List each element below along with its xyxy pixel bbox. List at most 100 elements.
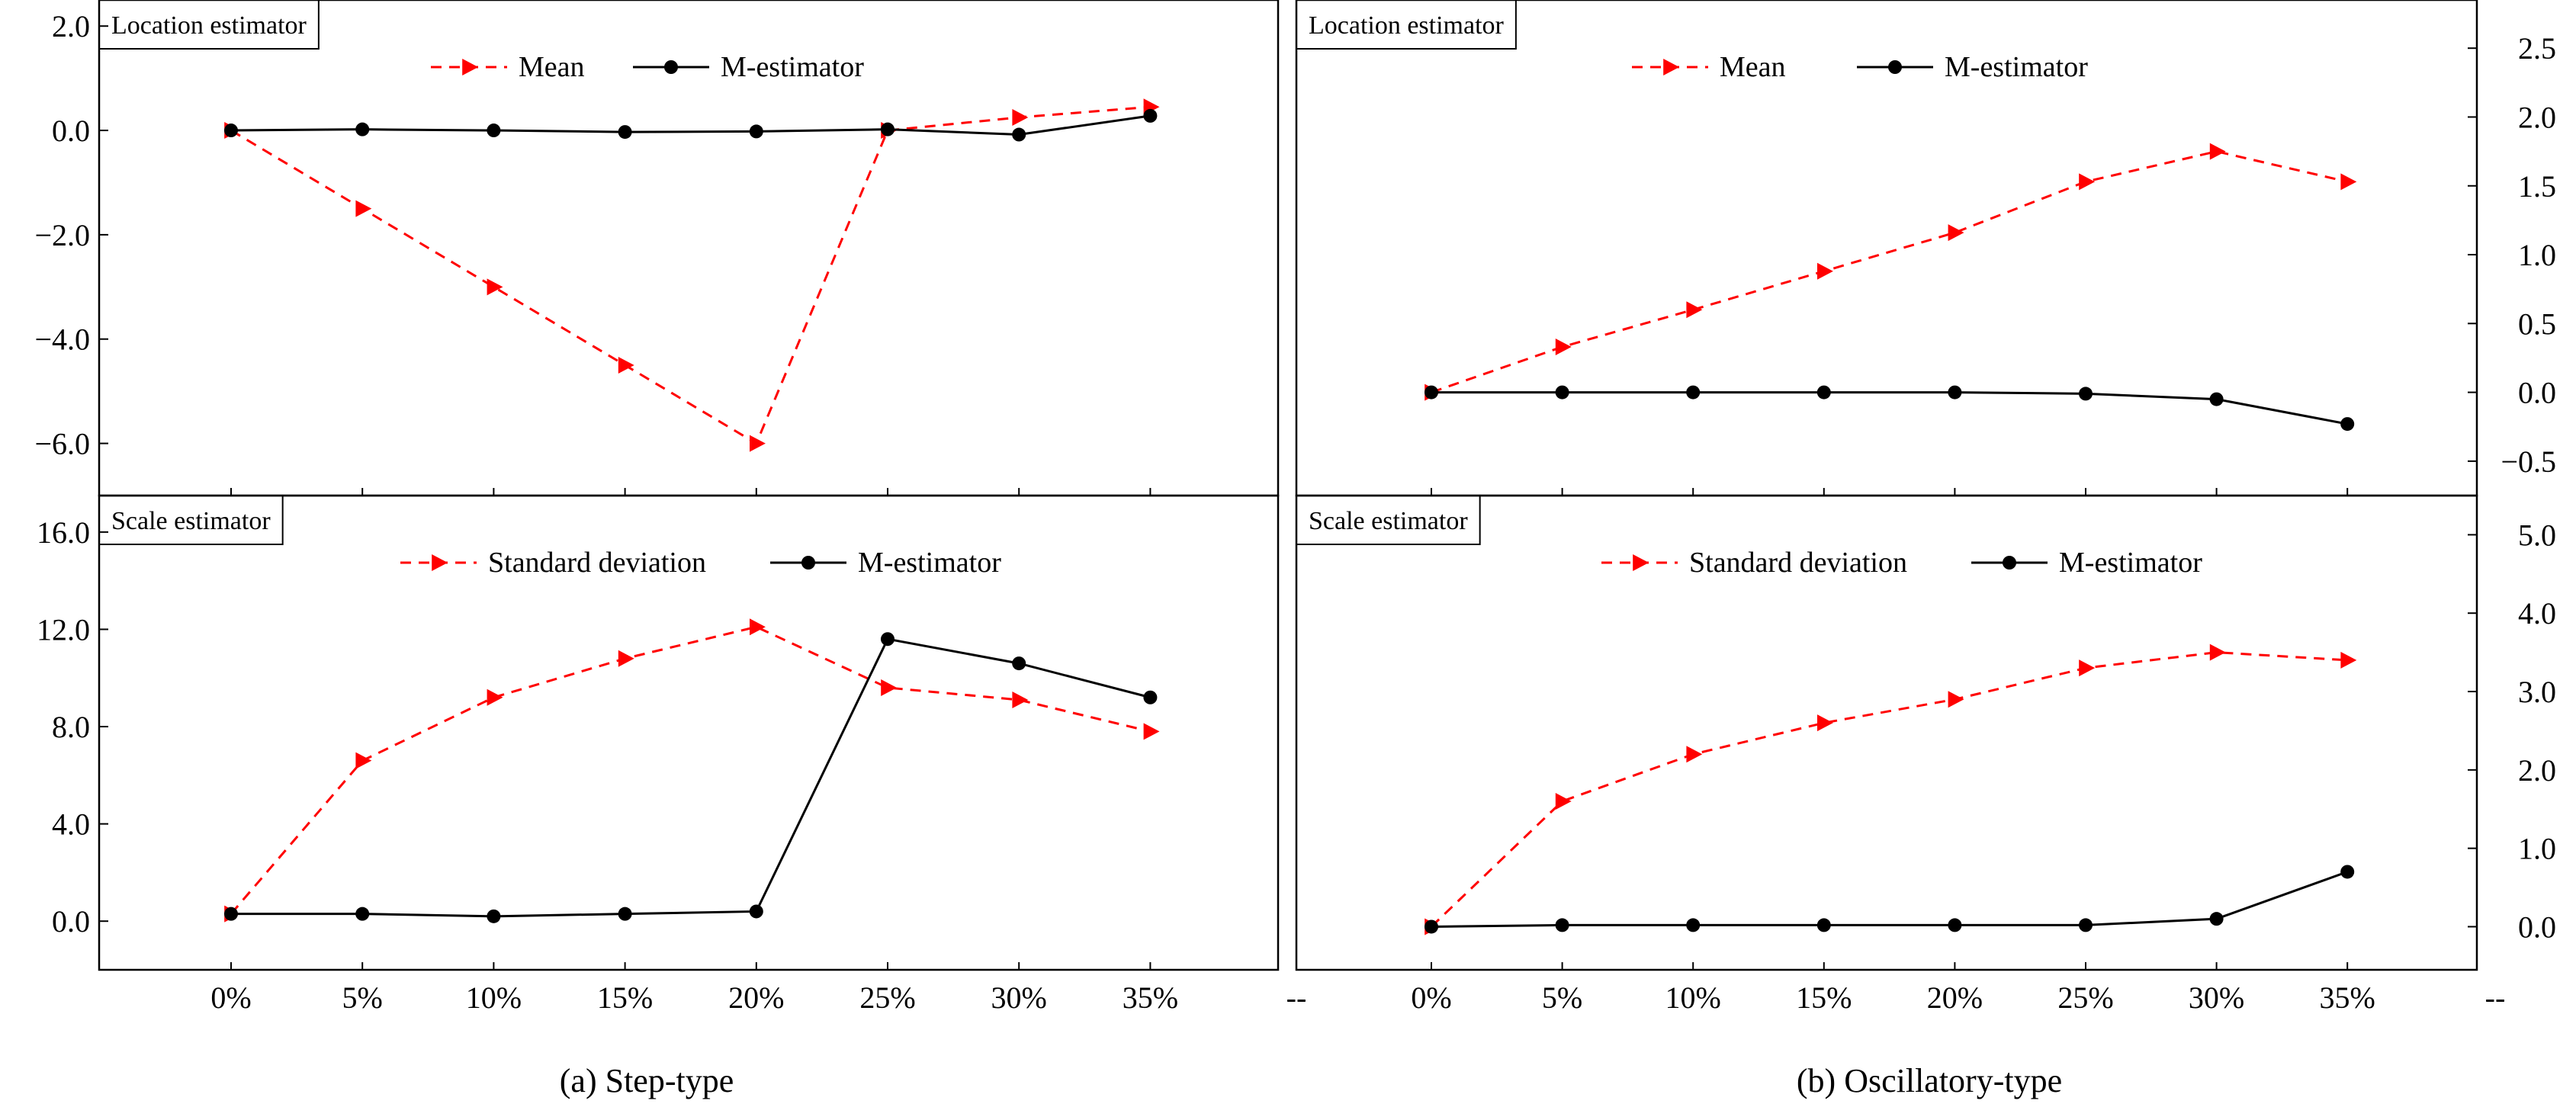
data-point-m-estimator bbox=[1686, 918, 1701, 932]
x-tick-label: 30% bbox=[2189, 980, 2244, 1015]
data-point-m-estimator bbox=[1012, 127, 1026, 142]
legend-marker bbox=[1633, 554, 1649, 571]
legend-marker bbox=[432, 554, 448, 571]
data-point-m-estimator bbox=[1816, 918, 1831, 932]
series-line-m-estimator bbox=[1431, 871, 2348, 928]
series-line-mean bbox=[230, 625, 1151, 915]
series-line-m-estimator bbox=[230, 114, 1151, 136]
y-tick-label: 2.0 bbox=[2518, 753, 2556, 788]
series-line-m-estimator bbox=[1431, 391, 2348, 425]
y-tick-label: 1.5 bbox=[2518, 169, 2556, 204]
legend-label: Standard deviation bbox=[1689, 547, 1907, 579]
data-point-mean bbox=[2340, 651, 2357, 669]
legend-label: Mean bbox=[1720, 51, 1786, 83]
data-point-m-estimator bbox=[881, 122, 895, 136]
series-line-mean bbox=[1430, 651, 2348, 928]
data-point-m-estimator bbox=[1816, 385, 1831, 400]
data-point-mean bbox=[2079, 659, 2096, 677]
data-point-mean bbox=[2209, 643, 2226, 661]
panel-label-box bbox=[1296, 0, 1517, 50]
data-point-m-estimator bbox=[749, 124, 763, 139]
y-tick-label: 2.0 bbox=[2518, 100, 2556, 134]
x-tick-label: 25% bbox=[859, 980, 915, 1015]
data-point-mean bbox=[1012, 108, 1029, 126]
plot-frame bbox=[1295, 0, 2478, 497]
data-point-m-estimator bbox=[1425, 385, 1438, 400]
x-tick-label: 15% bbox=[597, 980, 653, 1015]
x-tick-label: 35% bbox=[1123, 980, 1178, 1015]
data-point-m-estimator bbox=[2079, 918, 2093, 932]
plot-frame bbox=[98, 494, 1280, 971]
y-tick-label: 3.0 bbox=[2518, 675, 2556, 709]
x-tick-label: 10% bbox=[466, 980, 522, 1015]
chart-layer: 2.0 0.0 −2.0 −4.0 −6.0 Location estimator Mean… bbox=[34, 0, 2556, 1015]
data-point-m-estimator bbox=[1948, 385, 1962, 400]
y-tick-label: 0.0 bbox=[2518, 910, 2556, 944]
y-tick-label: 0.0 bbox=[52, 904, 90, 939]
data-point-m-estimator bbox=[487, 909, 501, 923]
data-point-m-estimator bbox=[487, 124, 501, 138]
x-tick-label: 35% bbox=[2320, 980, 2375, 1015]
panel-label: Scale estimator bbox=[111, 507, 271, 535]
panel-osc-scale: 5.0 4.0 3.0 2.0 1.0 0.0 0% 5% 10% 15% 20% 25% 30% 35%… bbox=[1295, 494, 2556, 1015]
x-tick-label: 5% bbox=[1542, 980, 1582, 1015]
data-point-m-estimator bbox=[355, 122, 370, 136]
y-tick-label: −4.0 bbox=[34, 323, 90, 357]
data-point-m-estimator bbox=[2079, 387, 2093, 401]
data-point-mean bbox=[1948, 691, 1964, 708]
y-tick-label: 0.5 bbox=[2518, 306, 2556, 341]
x-tick-label-trailing: -- bbox=[1286, 980, 1307, 1015]
data-point-mean bbox=[355, 200, 372, 217]
data-point-m-estimator bbox=[2209, 912, 2224, 926]
data-point-m-estimator bbox=[2340, 417, 2355, 432]
data-point-m-estimator bbox=[618, 125, 632, 140]
x-tick-label: 20% bbox=[1927, 980, 1983, 1015]
data-point-m-estimator bbox=[618, 907, 632, 921]
data-point-m-estimator bbox=[1948, 918, 1962, 932]
y-tick-label: 2.5 bbox=[2518, 31, 2556, 66]
data-point-m-estimator bbox=[1555, 918, 1569, 932]
panel-label: Scale estimator bbox=[1309, 507, 1468, 535]
y-tick-label: 16.0 bbox=[37, 515, 90, 550]
y-tick-label: 4.0 bbox=[2518, 596, 2556, 631]
plot-frame bbox=[1295, 494, 2478, 971]
x-tick-label: 25% bbox=[2057, 980, 2113, 1015]
panel-step-scale: 16.0 12.0 8.0 4.0 0.0 0% 5% 10% 15% 20% 25% 30% 35% -… bbox=[37, 494, 1307, 1015]
y-tick-label: −2.0 bbox=[34, 218, 90, 252]
legend-label: M-estimator bbox=[721, 51, 864, 83]
panel-step-location: 2.0 0.0 −2.0 −4.0 −6.0 Location estimator Mean… bbox=[34, 0, 1280, 497]
data-point-mean bbox=[487, 688, 503, 706]
x-tick-label: 0% bbox=[1411, 980, 1451, 1015]
data-point-mean bbox=[355, 752, 372, 769]
y-tick-label: 8.0 bbox=[52, 710, 90, 744]
y-tick-label: 0.0 bbox=[52, 114, 90, 148]
data-point-mean bbox=[618, 356, 634, 374]
x-tick-label: 0% bbox=[210, 980, 251, 1015]
data-point-mean bbox=[750, 435, 766, 452]
data-point-m-estimator bbox=[1143, 690, 1158, 704]
y-tick-label: 2.0 bbox=[52, 9, 90, 43]
series-line-m-estimator bbox=[231, 637, 1151, 918]
panel-osc-location: 2.5 2.0 1.5 1.0 0.5 0.0 −0.5 Location estimator… bbox=[1295, 0, 2556, 497]
data-point-m-estimator bbox=[1012, 656, 1026, 671]
data-point-mean bbox=[2340, 173, 2357, 191]
data-point-mean bbox=[750, 618, 766, 636]
data-point-mean bbox=[2079, 173, 2096, 191]
legend-marker bbox=[2003, 556, 2016, 570]
data-point-m-estimator bbox=[1555, 385, 1569, 400]
data-point-mean bbox=[2209, 143, 2226, 160]
legend-label: Mean bbox=[519, 51, 585, 83]
data-point-mean bbox=[1817, 714, 1833, 732]
data-point-mean bbox=[881, 679, 898, 696]
data-point-mean bbox=[1012, 691, 1029, 708]
y-tick-label: −0.5 bbox=[2501, 444, 2556, 479]
legend-marker bbox=[462, 59, 479, 75]
data-point-mean bbox=[1686, 746, 1703, 763]
data-point-mean bbox=[1555, 339, 1572, 355]
data-point-m-estimator bbox=[2340, 865, 2355, 879]
data-point-mean bbox=[487, 278, 503, 296]
y-tick-label: 5.0 bbox=[2518, 518, 2556, 552]
y-tick-label: 1.0 bbox=[2518, 238, 2556, 272]
caption-step-type: (a) Step-type bbox=[560, 1062, 734, 1099]
y-tick-label: 12.0 bbox=[37, 612, 90, 647]
